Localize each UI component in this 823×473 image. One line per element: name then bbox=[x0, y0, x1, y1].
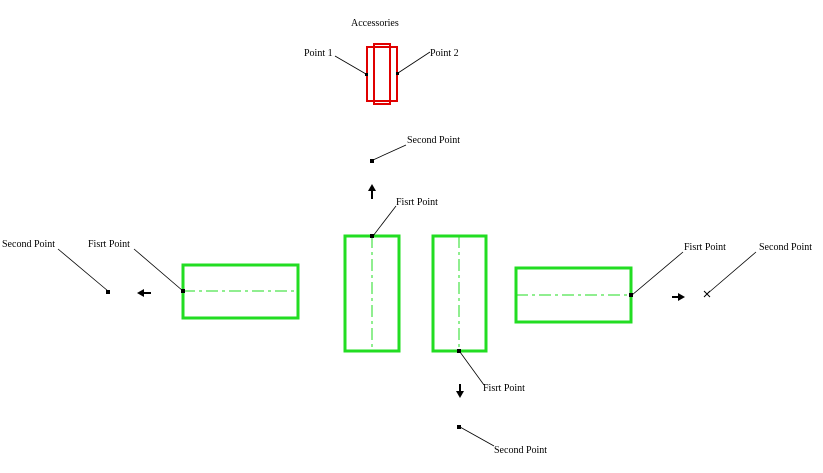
center-left-part bbox=[343, 234, 401, 353]
point1-leader bbox=[334, 55, 367, 75]
top-first-leader bbox=[372, 205, 397, 237]
left-first-marker bbox=[181, 289, 185, 293]
arrow-right-icon bbox=[672, 293, 685, 301]
right-first-leader bbox=[631, 251, 684, 296]
point2-marker bbox=[396, 72, 399, 75]
left-second-marker bbox=[106, 290, 110, 294]
right-second-marker bbox=[703, 290, 711, 298]
accessory-point2-label: Point 2 bbox=[430, 48, 459, 59]
bottom-first-marker bbox=[457, 349, 461, 353]
right-part bbox=[514, 266, 633, 324]
point2-leader bbox=[397, 51, 431, 74]
right-second-leader bbox=[706, 251, 757, 295]
top-second-leader bbox=[372, 144, 407, 161]
accessory-part bbox=[366, 43, 398, 105]
top-first-point-label: Fisrt Point bbox=[396, 197, 438, 208]
bottom-second-marker bbox=[457, 425, 461, 429]
accessory-outer-rect bbox=[366, 46, 398, 102]
top-second-marker bbox=[370, 159, 374, 163]
left-second-point-label: Second Point bbox=[2, 239, 55, 250]
bottom-second-point-label: Second Point bbox=[494, 445, 547, 456]
arrow-down-icon bbox=[456, 384, 464, 398]
right-first-point-label: Fisrt Point bbox=[684, 242, 726, 253]
accessory-point1-label: Point 1 bbox=[304, 48, 333, 59]
left-first-leader bbox=[133, 248, 184, 292]
right-second-point-label: Second Point bbox=[759, 242, 812, 253]
bottom-first-point-label: Fisrt Point bbox=[483, 383, 525, 394]
left-second-leader bbox=[57, 248, 109, 292]
arrow-up-icon bbox=[368, 184, 376, 199]
bottom-second-leader bbox=[459, 426, 495, 447]
right-first-marker bbox=[629, 293, 633, 297]
top-first-marker bbox=[370, 234, 374, 238]
accessory-inner-rect bbox=[373, 43, 391, 105]
left-part bbox=[181, 263, 300, 320]
left-first-point-label: Fisrt Point bbox=[88, 239, 130, 250]
arrow-left-icon bbox=[137, 289, 151, 297]
top-second-point-label: Second Point bbox=[407, 135, 460, 146]
bottom-first-leader bbox=[459, 351, 485, 386]
point1-marker bbox=[365, 73, 368, 76]
center-right-part bbox=[431, 234, 488, 353]
diagram-title: Accessories bbox=[351, 18, 399, 29]
